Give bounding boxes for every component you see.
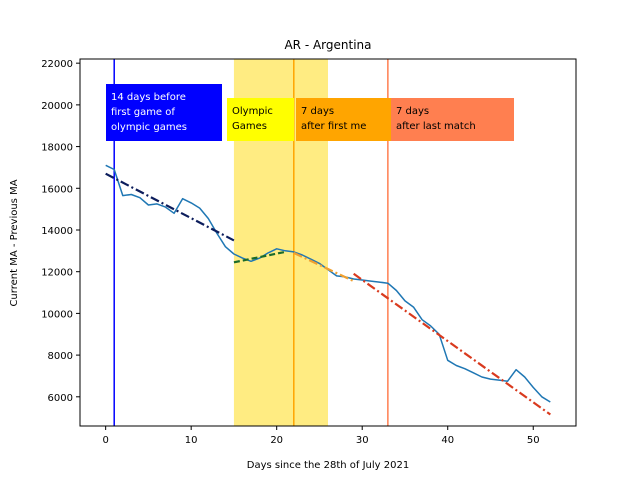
x-tick-label: 20 — [270, 435, 283, 446]
annotation-text-line: after last match — [396, 121, 476, 132]
y-tick-label: 18000 — [41, 143, 73, 154]
y-axis-title: Current MA - Previous MA — [9, 179, 20, 306]
y-tick-label: 14000 — [41, 226, 73, 237]
chart-title: AR - Argentina — [284, 38, 371, 52]
trend-line-3 — [353, 272, 551, 416]
annotation-text-line: first game of — [111, 107, 175, 118]
annotation-text-line: olympic games — [111, 122, 187, 133]
plot-frame — [79, 58, 577, 427]
annotation-text-line: Olympic — [232, 106, 273, 117]
annotation-text-0: 14 days before first game of olympic games — [111, 92, 187, 133]
x-tick-label: 50 — [527, 435, 540, 446]
y-tick-label: 20000 — [41, 101, 73, 112]
annotation-text-line: Games — [232, 121, 267, 132]
y-tick-label: 12000 — [41, 268, 73, 279]
annotation-text-1: Olympic Games — [232, 106, 273, 132]
x-tick-label: 0 — [102, 435, 108, 446]
y-tick-label: 22000 — [41, 59, 73, 70]
x-tick-label: 10 — [185, 435, 198, 446]
annotation-text-line: 7 days — [396, 106, 429, 117]
x-tick-label: 40 — [441, 435, 454, 446]
annotation-box-3 — [391, 98, 514, 141]
annotation-text-line: after first me — [301, 121, 366, 132]
annotation-text-2: 7 days after first me — [301, 106, 366, 132]
y-tick-label: 6000 — [48, 393, 73, 404]
annotation-text-line: 14 days before — [111, 92, 186, 103]
y-tick-label: 10000 — [41, 309, 73, 320]
annotation-box-0 — [106, 84, 222, 141]
annotation-box-1 — [227, 98, 294, 141]
plot-area: 14 days before first game of olympic games… — [41, 58, 577, 446]
annotation-box-2 — [296, 98, 393, 141]
annotation-text-3: 7 days after last match — [396, 106, 476, 132]
y-tick-label: 16000 — [41, 184, 73, 195]
y-tick-label: 8000 — [48, 351, 73, 362]
annotation-text-line: 7 days — [301, 106, 334, 117]
trend-line-0 — [105, 172, 235, 242]
x-axis-title: Days since the 28th of July 2021 — [247, 460, 409, 471]
trend-line-2 — [293, 251, 355, 283]
x-tick-label: 30 — [356, 435, 369, 446]
